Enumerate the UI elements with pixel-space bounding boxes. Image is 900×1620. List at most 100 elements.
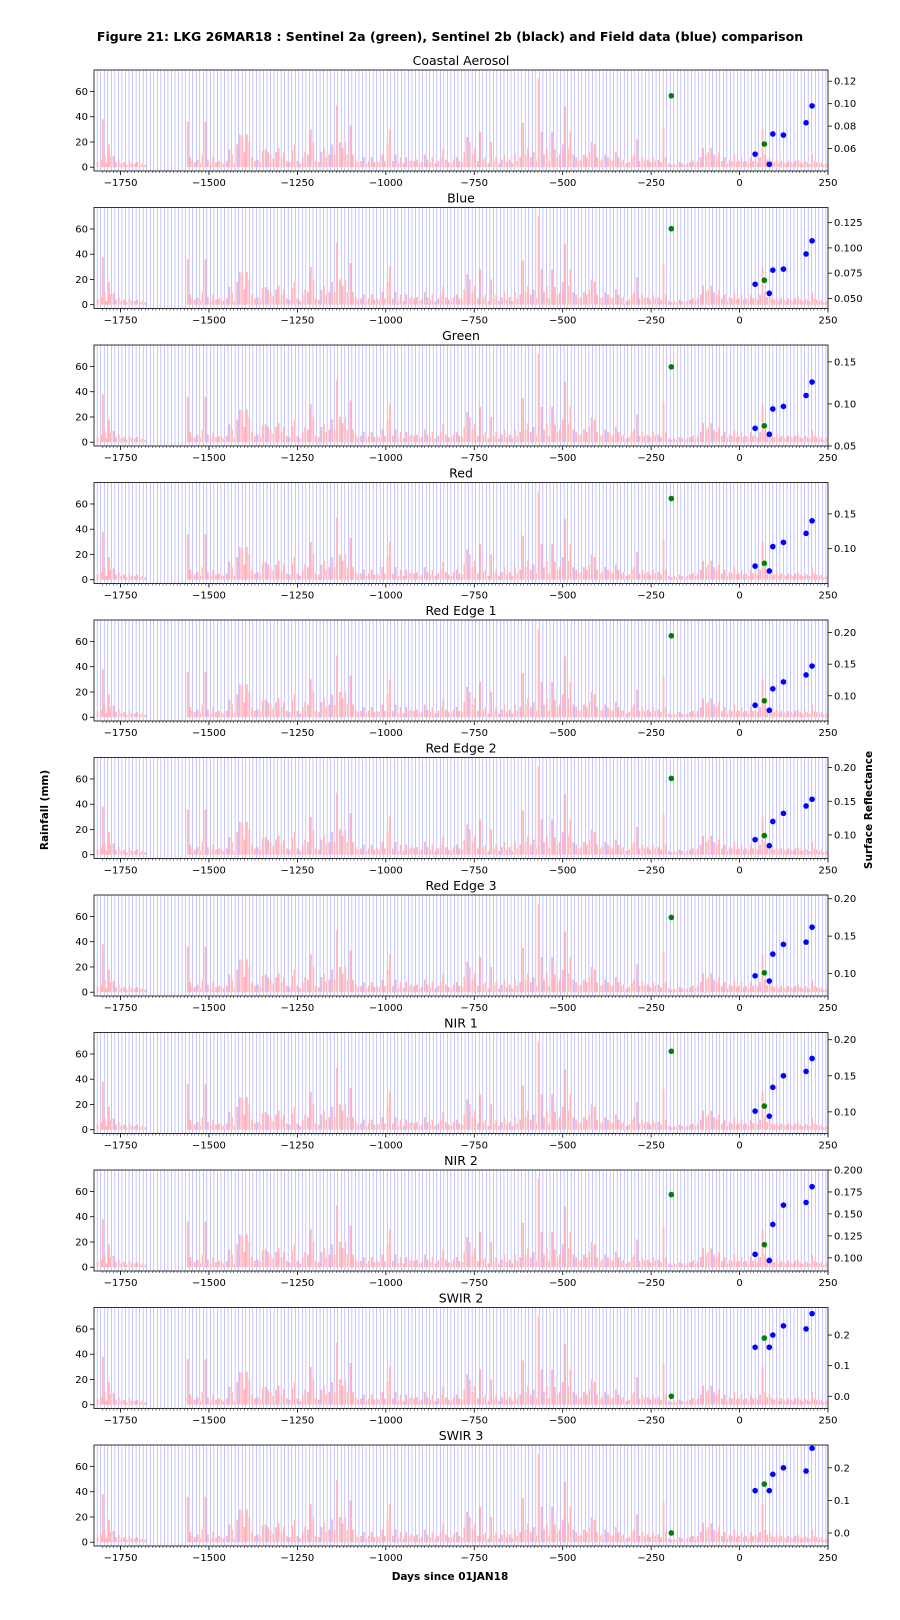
rain-bar: [107, 281, 110, 305]
rain-bar: [813, 573, 816, 580]
rain-bar: [141, 300, 144, 305]
rain-bar: [773, 987, 776, 993]
rain-bar: [277, 973, 280, 993]
rain-bar: [804, 985, 806, 993]
rain-bar: [622, 159, 625, 168]
rain-bar: [638, 160, 641, 168]
rain-bar: [107, 144, 110, 168]
rain-bar: [482, 159, 485, 168]
rain-bar: [806, 574, 809, 580]
rain-bar: [778, 713, 781, 718]
rain-bar: [728, 159, 731, 168]
rain-bar: [272, 983, 275, 993]
rain-bar: [665, 157, 667, 168]
rain-bar: [397, 300, 400, 305]
rain-bar: [365, 438, 368, 443]
rain-bar: [670, 164, 673, 168]
rain-bar: [575, 294, 578, 305]
rain-bar: [482, 434, 485, 443]
rain-bar: [505, 849, 508, 855]
rain-bar: [331, 144, 333, 168]
rain-bar: [370, 707, 373, 718]
rain-bar: [277, 285, 280, 305]
rain-bar: [572, 292, 575, 305]
rain-bar: [434, 575, 437, 580]
rain-bar: [654, 710, 657, 718]
rain-bar: [498, 988, 500, 993]
rain-bar: [768, 294, 771, 305]
rain-bar: [471, 979, 474, 993]
rain-bar: [780, 985, 783, 993]
x-tick-label: −250: [637, 316, 664, 327]
rain-bar: [715, 157, 718, 168]
rain-bar: [720, 848, 723, 855]
rain-bar: [646, 847, 649, 855]
rain-bar: [447, 987, 450, 993]
rain-bar: [399, 157, 402, 168]
rain-bar: [768, 432, 771, 443]
rain-bar: [373, 437, 376, 443]
rain-bar: [617, 432, 620, 443]
reflectance-tick-label: 0.08: [834, 122, 856, 133]
rain-bar: [775, 709, 778, 718]
rain-bar: [437, 160, 440, 168]
rain-bar: [331, 831, 333, 855]
rain-bar: [100, 159, 102, 168]
rain-bar: [328, 567, 331, 580]
rain-bar: [500, 847, 503, 855]
rain-bar: [593, 969, 596, 993]
rain-bar: [585, 982, 588, 993]
rain-bar: [196, 572, 199, 580]
rain-bar: [625, 300, 628, 305]
rain-bar: [825, 988, 828, 993]
rain-bar: [280, 982, 283, 993]
rain-bar: [607, 569, 609, 580]
rain-bar: [236, 144, 239, 168]
rain-bar: [607, 294, 609, 305]
rain-bar: [336, 380, 338, 443]
field-point: [770, 267, 776, 273]
rain-bar: [601, 984, 604, 993]
rain-bar: [323, 285, 325, 305]
rain-bar: [261, 288, 264, 305]
rain-bar: [707, 977, 710, 993]
rain-bar: [141, 850, 144, 855]
rain-bar: [604, 154, 607, 168]
rain-bar: [463, 564, 466, 580]
rain-bar: [236, 281, 239, 305]
rain-bar: [357, 574, 360, 580]
rain-bar: [598, 573, 601, 580]
rain-bar: [338, 829, 341, 855]
rain-bar: [670, 989, 673, 993]
rain-bar: [495, 982, 498, 993]
rain-bar: [336, 105, 338, 168]
rain-bar: [338, 966, 341, 993]
rain-bar: [495, 157, 498, 168]
rain-bar: [747, 988, 750, 993]
rain-bar: [259, 712, 262, 718]
rain-bar: [773, 712, 776, 718]
rain-bar: [696, 848, 699, 855]
rain-bar: [331, 419, 333, 443]
rain-bar: [228, 837, 231, 855]
rain-bar: [673, 713, 676, 718]
rain-bar: [397, 438, 400, 443]
rain-bar: [317, 437, 320, 443]
rain-bar: [328, 292, 331, 305]
rain-bar: [370, 569, 373, 580]
rain-bar: [730, 298, 733, 305]
rain-bar: [283, 289, 285, 305]
rain-bar: [416, 159, 418, 168]
rain-bar: [288, 849, 291, 855]
rain-bar: [761, 404, 764, 443]
rain-bar: [466, 686, 469, 718]
rain-bar: [381, 704, 384, 718]
rain-bar: [705, 429, 707, 443]
rain-bar: [601, 297, 604, 305]
rain-bar: [349, 675, 352, 718]
rain-bar: [773, 162, 776, 168]
rain-bar: [381, 567, 384, 580]
rain-bar: [775, 572, 778, 580]
rain-bar: [794, 985, 797, 993]
rain-bar: [737, 160, 740, 168]
